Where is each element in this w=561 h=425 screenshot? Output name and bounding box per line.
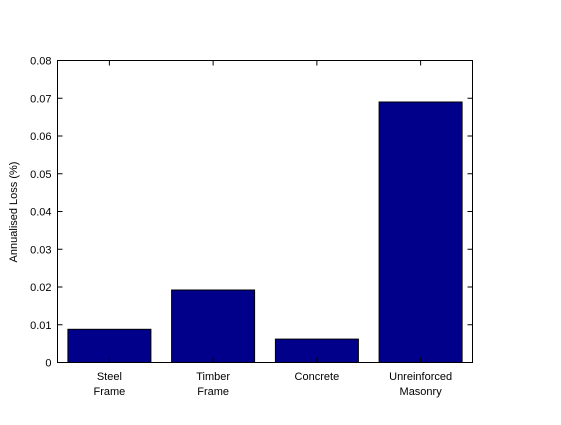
x-tick-label-line: Steel [97, 371, 122, 383]
x-tick-label-1: Timber Frame [196, 371, 230, 398]
bar-0 [67, 328, 152, 363]
y-tick-label-7: 0.07 [30, 93, 51, 105]
bar-1 [171, 289, 256, 363]
y-axis-label: Annualised Loss (%) [8, 162, 20, 263]
y-tick-label-5: 0.05 [30, 169, 51, 181]
y-tick-label-3: 0.03 [30, 244, 51, 256]
x-tick-label-line: Concrete [295, 371, 340, 383]
x-tick-label-line: Unreinforced [389, 371, 452, 383]
x-tick-label-line: Frame [197, 386, 229, 398]
labels-layer: Steel Frame Timber Frame Concrete Unreinforce… [30, 56, 452, 399]
x-tick-label-line: Masonry [400, 386, 443, 398]
y-tick-label-0: 0 [45, 358, 51, 370]
y-tick-label-1: 0.01 [30, 320, 51, 332]
x-tick-label-2: Concrete [295, 371, 340, 383]
x-tick-label-line: Timber [196, 371, 230, 383]
x-tick-label-line: Frame [93, 386, 125, 398]
y-tick-label-8: 0.08 [30, 56, 51, 68]
ticks-layer [57, 60, 473, 363]
x-tick-label-0: Steel Frame [93, 371, 125, 398]
y-tick-label-2: 0.02 [30, 282, 51, 294]
x-tick-label-3: Unreinforced Masonry [389, 371, 452, 398]
y-tick-label-6: 0.06 [30, 131, 51, 143]
bars-layer [67, 101, 463, 364]
y-tick-label-4: 0.04 [30, 207, 51, 219]
bar-3 [378, 101, 463, 363]
